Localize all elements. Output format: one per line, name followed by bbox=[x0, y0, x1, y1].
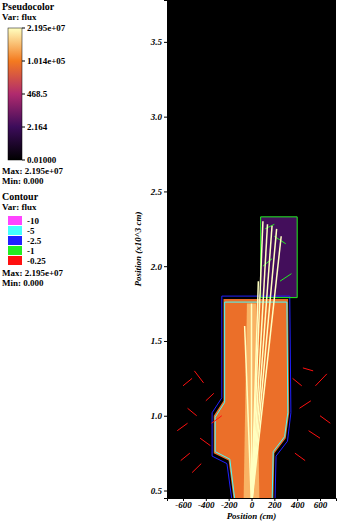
contour-line bbox=[212, 296, 291, 498]
contour-level-label: -1 bbox=[27, 246, 35, 256]
x-tick-label: 400 bbox=[290, 500, 305, 510]
colorbar-min: Min: 0.000 bbox=[2, 176, 44, 186]
contour-max: Max: 2.195e+07 bbox=[2, 268, 64, 278]
legend-variable: Var: flux bbox=[2, 12, 37, 22]
y-tick-mark bbox=[164, 266, 167, 267]
contour-line bbox=[188, 408, 197, 415]
y-tick: 2.0 bbox=[150, 262, 167, 272]
contour-line bbox=[215, 302, 288, 498]
contour-swatch bbox=[8, 226, 22, 235]
y-tick: 1.5 bbox=[151, 336, 167, 346]
colorbar-tick bbox=[22, 160, 25, 161]
beam bbox=[252, 281, 259, 498]
contour-level-label: -2.5 bbox=[27, 236, 42, 246]
contour-line bbox=[177, 423, 187, 430]
contour-line bbox=[263, 259, 272, 266]
legend-title: Pseudocolor bbox=[2, 1, 55, 12]
contour-line bbox=[206, 393, 214, 400]
y-tick-label: 0.5 bbox=[151, 486, 163, 496]
contour-swatch bbox=[8, 236, 22, 245]
beam bbox=[252, 236, 282, 498]
contour-line bbox=[192, 464, 201, 473]
beam bbox=[252, 229, 277, 498]
contour-line bbox=[293, 378, 302, 385]
colorbar-tick bbox=[22, 28, 25, 29]
contour-line bbox=[309, 431, 320, 438]
y-tick-mark bbox=[164, 42, 167, 43]
x-tick-label: 200 bbox=[267, 500, 282, 510]
y-tick-mark bbox=[164, 341, 167, 342]
contour-line bbox=[280, 274, 291, 281]
contour-line bbox=[181, 453, 190, 460]
y-tick-label: 3.0 bbox=[150, 112, 163, 122]
y-axis-title: Position (x10^3 cm) bbox=[133, 211, 143, 286]
y-tick-label: 2.5 bbox=[150, 187, 163, 197]
contour-line bbox=[320, 416, 330, 423]
y-tick-label: 3.5 bbox=[150, 37, 163, 47]
contour-line bbox=[295, 453, 305, 460]
contour-swatch bbox=[8, 216, 22, 225]
x-tick: 0 bbox=[250, 498, 255, 510]
contour-line bbox=[299, 401, 310, 408]
x-axis: -600 -400 -200 0 200 400 600 bbox=[168, 498, 337, 510]
contour-line bbox=[315, 374, 326, 386]
x-tick: 400 bbox=[290, 498, 305, 510]
x-tick: -600 bbox=[175, 498, 192, 510]
y-tick-label: 1.0 bbox=[151, 411, 163, 421]
y-tick: 3.0 bbox=[150, 112, 167, 122]
contour-line bbox=[194, 371, 203, 383]
contour-level-label: -0.25 bbox=[27, 256, 46, 266]
x-tick-label: -200 bbox=[221, 500, 238, 510]
colorbar-tick-label: 1.014e+05 bbox=[27, 56, 66, 66]
y-tick: 3.5 bbox=[150, 37, 167, 47]
contour-legend-variable: Var: flux bbox=[2, 202, 37, 212]
flux-region bbox=[214, 299, 289, 498]
colorbar-tick bbox=[22, 61, 25, 62]
y-axis-line bbox=[164, 1, 168, 499]
colorbar-tick-label: 468.5 bbox=[27, 89, 48, 99]
colorbar-max: Max: 2.195e+07 bbox=[2, 166, 64, 176]
contour-line bbox=[200, 438, 210, 445]
colorbar-tick bbox=[22, 94, 25, 95]
contour-level-label: -5 bbox=[27, 226, 35, 236]
contour-swatch bbox=[8, 246, 22, 255]
colorbar-tick-label: 0.01000 bbox=[27, 155, 57, 165]
beam bbox=[252, 226, 273, 498]
x-tick: 600 bbox=[314, 498, 328, 510]
colorbar-tick-label: 2.195e+07 bbox=[27, 23, 66, 33]
y-axis: 0.5 1.0 1.5 2.0 2.5 3.0 3.5 bbox=[150, 1, 168, 499]
colorbar-tick-label: 2.164 bbox=[27, 122, 48, 132]
contour-line bbox=[303, 368, 313, 371]
contour-min: Min: 0.000 bbox=[2, 278, 44, 288]
x-tick-label: 600 bbox=[314, 500, 328, 510]
x-tick-label: -600 bbox=[175, 500, 192, 510]
y-tick-mark bbox=[164, 416, 167, 417]
y-tick-mark bbox=[164, 191, 167, 192]
contour-level-label: -10 bbox=[27, 216, 39, 226]
y-tick-label: 1.5 bbox=[151, 336, 163, 346]
beam bbox=[245, 326, 252, 498]
contour-legend-title: Contour bbox=[2, 191, 39, 202]
contour-swatch bbox=[8, 256, 22, 265]
chart: -600 -400 -200 0 200 400 600 0.5 1.0 1.5 2.0 2.5 3.0… bbox=[0, 0, 337, 521]
y-tick: 2.5 bbox=[150, 187, 167, 197]
colorbar bbox=[8, 28, 22, 160]
contour-line bbox=[212, 416, 222, 423]
contour-line bbox=[183, 378, 192, 385]
x-axis-title: Position (cm) bbox=[227, 511, 277, 521]
x-tick: -400 bbox=[198, 498, 215, 510]
plot-area bbox=[167, 0, 336, 498]
x-tick: 200 bbox=[267, 498, 282, 510]
x-tick: -200 bbox=[221, 498, 238, 510]
y-tick-mark bbox=[164, 491, 167, 492]
y-tick-label: 2.0 bbox=[150, 262, 163, 272]
colorbar-tick bbox=[22, 127, 25, 128]
y-tick-mark bbox=[164, 117, 167, 118]
y-tick: 0.5 bbox=[151, 486, 167, 496]
x-tick-label: 0 bbox=[250, 500, 255, 510]
x-tick-label: -400 bbox=[198, 500, 215, 510]
y-tick: 1.0 bbox=[151, 411, 167, 421]
